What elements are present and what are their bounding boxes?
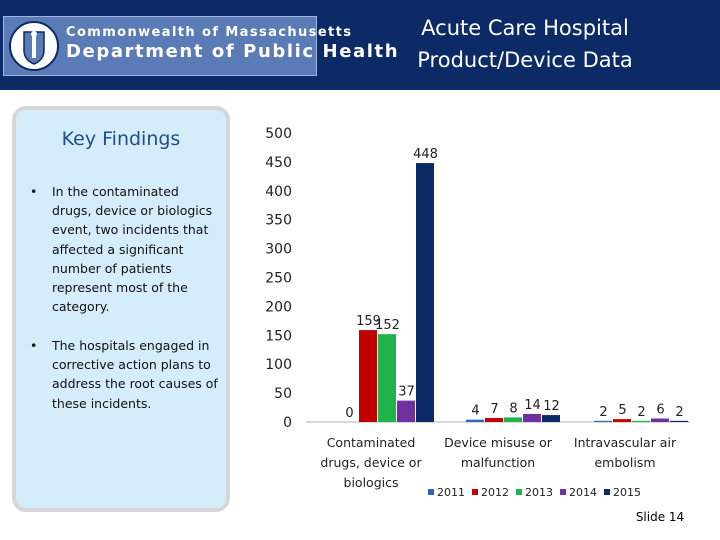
category-label: embolism [594,455,655,470]
y-tick-label: 100 [265,357,292,373]
data-label: 6 [656,403,664,418]
legend-swatch-2013 [516,489,522,495]
bar-2014 [651,418,669,422]
y-tick-label: 450 [265,155,292,171]
logo-line-department: Department of Public Health [66,41,400,62]
y-tick-label: 200 [265,299,292,315]
finding-text: In the contaminated drugs, device or bio… [52,184,213,315]
data-label: 2 [675,405,683,420]
key-findings-panel: Key Findings • In the contaminated drugs… [12,106,230,512]
y-tick-label: 400 [265,184,292,200]
header-bar: Commonwealth of Massachusetts Department… [0,0,720,90]
legend-swatch-2012 [472,489,478,495]
bar-2012 [613,419,631,422]
category-label: Device misuse or [444,435,553,450]
y-tick-label: 500 [265,126,292,142]
data-label: 14 [524,398,541,413]
bar-2013 [378,334,396,422]
y-tick-label: 250 [265,271,292,287]
finding-bullet: • The hospitals engaged in corrective ac… [30,336,220,413]
bar-2015 [670,420,688,422]
dph-logo: Commonwealth of Massachusetts Department… [3,16,398,76]
bullet-dot-icon: • [30,184,38,199]
logo-line-commonwealth: Commonwealth of Massachusetts [66,25,353,40]
bar-2014 [523,413,541,422]
category-label: drugs, device or [320,455,422,470]
y-tick-label: 0 [283,415,292,431]
key-findings-title: Key Findings [61,128,181,150]
slide-title-line2: Product/Device Data [417,48,633,72]
bar-2012 [485,417,503,422]
bar-2014 [397,400,415,422]
data-label: 159 [356,314,381,329]
bar-2013 [504,417,522,422]
data-label: 448 [413,147,438,162]
bar-2011 [466,419,484,422]
category-label: malfunction [461,455,535,470]
data-label: 8 [509,401,517,416]
bullet-dot-icon: • [30,338,38,353]
bar-2015 [542,415,560,422]
finding-bullet: • In the contaminated drugs, device or b… [30,182,220,316]
bar-2013 [632,420,650,422]
data-label: 0 [345,406,353,421]
category-label: Contaminated [327,435,416,450]
data-label: 12 [543,399,560,414]
bar-2012 [359,330,377,422]
y-tick-label: 50 [274,386,292,402]
category-label: biologics [344,475,399,490]
data-label: 4 [471,404,479,419]
legend-label: 2013 [525,486,553,499]
data-label: 37 [398,385,415,400]
y-tick-label: 150 [265,328,292,344]
legend-label: 2012 [481,486,509,499]
slide-title-line1: Acute Care Hospital [421,16,629,40]
legend-swatch-2015 [604,489,610,495]
data-label: 2 [637,405,645,420]
data-label: 7 [490,402,498,417]
bar-2015 [416,163,434,422]
legend-swatch-2011 [428,489,434,495]
legend-swatch-2014 [560,489,566,495]
category-label: Intravascular air [574,435,677,450]
slide-title: Acute Care Hospital Product/Device Data [330,12,720,82]
data-label: 2 [599,405,607,420]
legend-label: 2011 [437,486,465,499]
y-tick-label: 300 [265,242,292,258]
data-label: 5 [618,403,626,418]
data-label: 152 [375,318,400,333]
legend-label: 2015 [613,486,641,499]
legend-label: 2014 [569,486,597,499]
bar-2011 [594,420,612,422]
finding-text: The hospitals engaged in corrective acti… [52,338,218,411]
slide-number: Slide 14 [635,510,685,524]
y-tick-label: 350 [265,213,292,229]
state-seal-icon [9,21,59,71]
